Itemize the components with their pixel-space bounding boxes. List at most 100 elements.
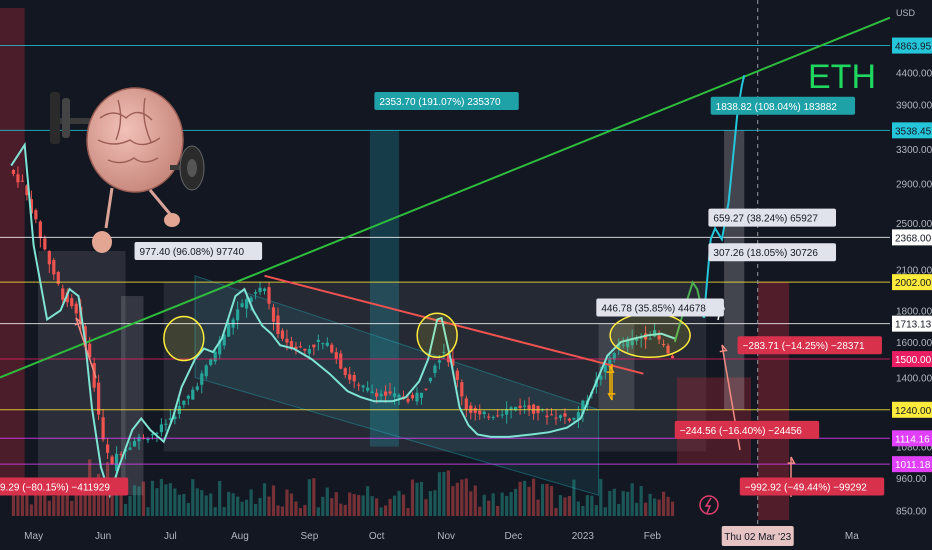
price-level-tag[interactable]: [892, 430, 932, 447]
candle[interactable]: [262, 288, 267, 291]
candle[interactable]: [545, 415, 549, 418]
smoothed-ma-line[interactable]: [10, 141, 676, 499]
candle[interactable]: [222, 334, 226, 346]
candle[interactable]: [626, 339, 630, 348]
candle[interactable]: [52, 260, 56, 275]
candle[interactable]: [563, 413, 567, 417]
candle[interactable]: [531, 404, 536, 414]
candle[interactable]: [29, 199, 33, 214]
candle[interactable]: [244, 299, 249, 309]
candle[interactable]: [155, 432, 159, 434]
candle[interactable]: [56, 272, 60, 284]
candle[interactable]: [464, 398, 468, 410]
candle[interactable]: [285, 338, 289, 343]
candle[interactable]: [204, 365, 208, 377]
candle[interactable]: [195, 386, 199, 390]
candle[interactable]: [460, 382, 464, 397]
candle[interactable]: [227, 324, 231, 337]
candle[interactable]: [43, 238, 47, 250]
candle[interactable]: [294, 346, 298, 349]
measurement-label[interactable]: 659.27 (38.24%) 65927: [708, 208, 837, 227]
candle[interactable]: [608, 357, 612, 368]
candle[interactable]: [146, 438, 150, 441]
candle[interactable]: [549, 414, 554, 416]
candle[interactable]: [455, 370, 459, 380]
candle[interactable]: [106, 444, 110, 453]
candle[interactable]: [258, 287, 262, 293]
candle[interactable]: [617, 345, 621, 349]
candle[interactable]: [581, 400, 585, 415]
candle[interactable]: [132, 440, 137, 447]
candle[interactable]: [514, 407, 518, 411]
measurement-label[interactable]: −992.92 (−49.44%) −99292: [739, 477, 885, 496]
candle[interactable]: [612, 353, 616, 360]
candle[interactable]: [334, 352, 338, 359]
candle[interactable]: [383, 391, 388, 396]
candle[interactable]: [657, 335, 661, 340]
price-level-tag[interactable]: [892, 401, 932, 418]
candle[interactable]: [630, 337, 634, 346]
candle[interactable]: [150, 434, 155, 436]
cursor-date-tag[interactable]: [721, 526, 794, 546]
candle[interactable]: [375, 392, 379, 397]
candle[interactable]: [88, 343, 92, 358]
candle[interactable]: [164, 423, 168, 425]
price-level-tag[interactable]: [892, 122, 932, 139]
candle[interactable]: [200, 373, 204, 385]
candle[interactable]: [119, 454, 123, 456]
candle[interactable]: [410, 394, 415, 399]
candle[interactable]: [65, 292, 69, 303]
candle[interactable]: [505, 408, 509, 415]
candle[interactable]: [478, 410, 482, 415]
candle[interactable]: [428, 377, 433, 382]
candle[interactable]: [558, 415, 563, 418]
measurement-label[interactable]: 1838.82 (108.04%) 183882: [710, 96, 856, 115]
candle[interactable]: [433, 365, 437, 374]
candle[interactable]: [442, 351, 446, 353]
candle[interactable]: [168, 418, 172, 420]
candle[interactable]: [218, 340, 222, 355]
candle[interactable]: [518, 405, 522, 408]
candle[interactable]: [271, 307, 276, 322]
candle[interactable]: [666, 345, 670, 354]
candle[interactable]: [339, 353, 343, 369]
candle[interactable]: [370, 391, 374, 393]
measurement-label[interactable]: 977.40 (96.08%) 97740: [134, 242, 263, 261]
candle[interactable]: [491, 416, 495, 418]
candle[interactable]: [366, 387, 370, 391]
candle[interactable]: [276, 315, 280, 335]
candle[interactable]: [473, 408, 477, 413]
candle[interactable]: [509, 407, 513, 410]
candle[interactable]: [599, 375, 603, 380]
candle[interactable]: [406, 398, 410, 402]
candle[interactable]: [388, 391, 392, 394]
candle[interactable]: [240, 303, 244, 307]
candle[interactable]: [38, 221, 42, 239]
candle[interactable]: [25, 185, 29, 196]
candle[interactable]: [114, 453, 119, 471]
support-trendline[interactable]: [0, 16, 891, 379]
candle[interactable]: [352, 375, 356, 382]
candle[interactable]: [437, 360, 441, 363]
price-level-tag[interactable]: [892, 37, 932, 54]
candle[interactable]: [451, 358, 455, 366]
candle[interactable]: [500, 414, 504, 416]
candle[interactable]: [11, 170, 16, 174]
candle[interactable]: [527, 405, 531, 410]
candle[interactable]: [70, 298, 74, 307]
candle[interactable]: [330, 344, 334, 353]
candle[interactable]: [16, 174, 20, 183]
candle[interactable]: [236, 309, 240, 321]
measurement-label[interactable]: 446.78 (35.85%) 44678: [596, 298, 724, 317]
candle[interactable]: [653, 330, 657, 337]
candle[interactable]: [249, 297, 253, 303]
candle[interactable]: [487, 416, 491, 418]
candle[interactable]: [20, 180, 25, 182]
candle[interactable]: [343, 368, 347, 376]
candle[interactable]: [267, 287, 271, 304]
candle[interactable]: [61, 288, 65, 300]
candle[interactable]: [173, 416, 177, 420]
candle[interactable]: [361, 385, 365, 388]
candle[interactable]: [253, 292, 258, 294]
